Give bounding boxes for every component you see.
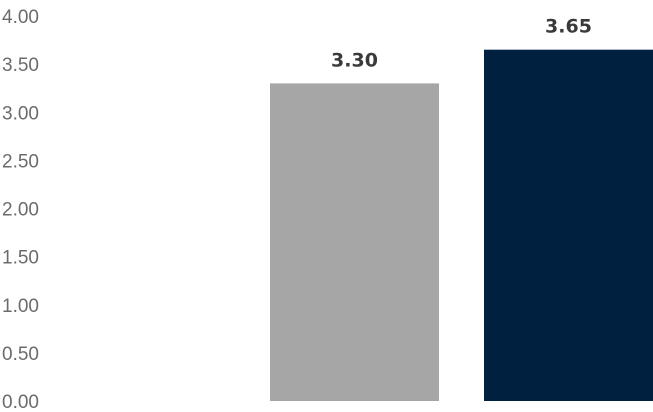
- y-tick-label: 1.50: [2, 248, 39, 269]
- bar: [484, 49, 653, 401]
- y-tick-label: 0.00: [2, 392, 39, 412]
- bar-value-label: 3.30: [331, 49, 378, 71]
- y-tick-label: 2.50: [2, 151, 39, 172]
- bar: [270, 83, 439, 401]
- data-labels: 3.30 3.65: [331, 16, 592, 72]
- bars: [270, 49, 653, 401]
- y-axis: 0.00 0.50 1.00 1.50 2.00 2.50 3.00 3.50 4.00: [2, 7, 39, 412]
- y-tick-label: 2.00: [2, 200, 39, 221]
- y-tick-label: 1.00: [2, 296, 39, 317]
- y-tick-label: 4.00: [2, 7, 39, 28]
- y-tick-label: 3.00: [2, 103, 39, 124]
- y-tick-label: 0.50: [2, 344, 39, 365]
- y-tick-label: 3.50: [2, 55, 39, 76]
- bar-value-label: 3.65: [545, 16, 592, 38]
